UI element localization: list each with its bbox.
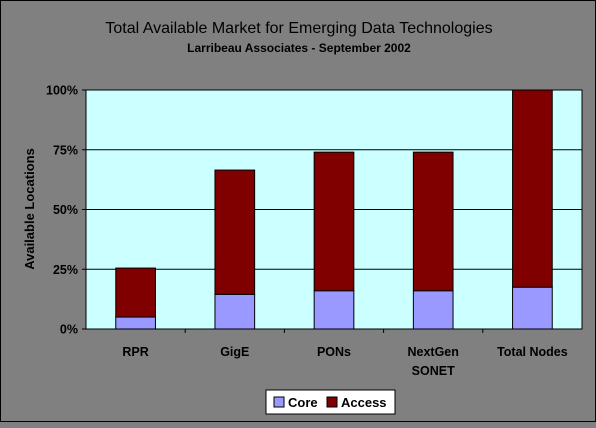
bar-segment-core — [313, 290, 355, 330]
bar-segment-access — [214, 169, 256, 295]
y-tick-label: 25% — [53, 263, 78, 277]
chart-subtitle: Larribeau Associates - September 2002 — [187, 41, 411, 55]
x-tick-label: RPR — [122, 345, 148, 359]
legend-label-access: Access — [341, 395, 387, 410]
y-axis-title: Available Locations — [22, 148, 37, 270]
x-tick-label: SONET — [412, 364, 455, 378]
y-tick-label: 0% — [60, 323, 78, 337]
legend-swatch-access — [326, 396, 338, 408]
bar-segment-access — [313, 151, 355, 292]
bar-segment-access — [115, 267, 156, 318]
y-tick-label: 100% — [46, 84, 78, 98]
legend: Core Access — [265, 389, 396, 415]
bar-segment-core — [412, 290, 454, 330]
bars — [115, 89, 553, 330]
x-axis-ticks: RPR GigE PONs NextGen SONET Total Nodes — [122, 329, 568, 378]
y-tick-label: 75% — [53, 143, 78, 157]
chart-title: Total Available Market for Emerging Data… — [105, 20, 492, 37]
y-tick-label: 50% — [53, 203, 78, 217]
x-tick-label: Total Nodes — [497, 345, 568, 359]
legend-swatch-core — [273, 396, 285, 408]
bar-segment-access — [412, 151, 454, 292]
legend-label-core: Core — [288, 395, 318, 410]
bar-segment-core — [214, 293, 256, 330]
bar-segment-access — [512, 89, 553, 288]
x-tick-label: NextGen — [407, 345, 458, 359]
x-tick-label: GigE — [220, 345, 249, 359]
bar-segment-core — [115, 316, 156, 330]
y-axis-ticks: 0% 25% 50% 75% 100% — [46, 84, 86, 337]
x-tick-label: PONs — [317, 345, 351, 359]
bar-segment-core — [512, 286, 553, 330]
